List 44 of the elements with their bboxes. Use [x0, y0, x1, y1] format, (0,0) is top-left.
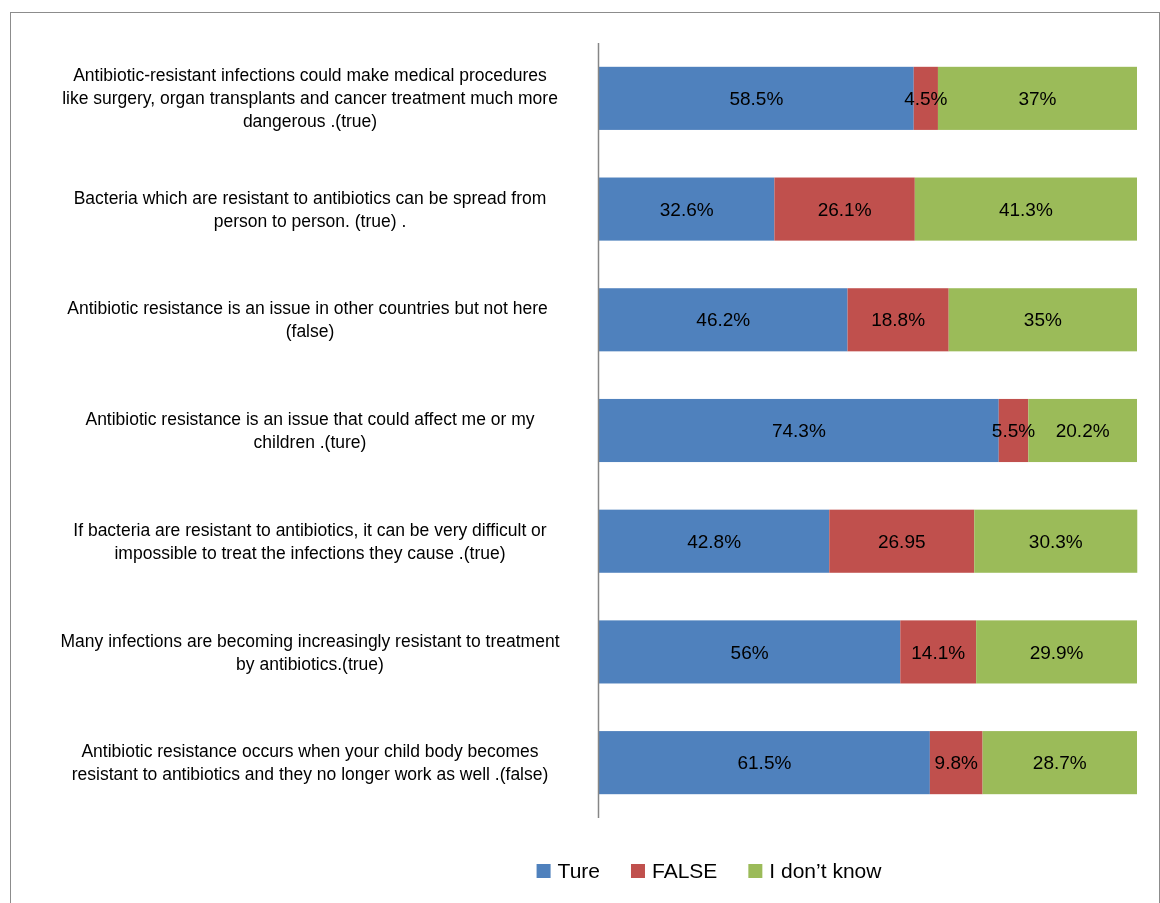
legend-label: FALSE	[651, 859, 718, 883]
bar	[599, 509, 830, 573]
bar	[976, 620, 1137, 684]
data-label: 74.3%	[771, 420, 826, 442]
y-tick-label: If bacteria are resistant to antibiotics, it can be very difficult or impossible to treat the infections they cause .(true)	[73, 519, 547, 563]
data-label: 61.5%	[737, 752, 792, 774]
y-tick-label: Antibiotic-resistant infections could make medical procedures like surgery, organ transplants and cancer treatment much more dangerous .(true)	[62, 65, 558, 132]
bar	[599, 731, 930, 795]
y-tick-label: Antibiotic resistance is an issue in other countries but not here (false)	[67, 298, 553, 342]
data-label: 42.8%	[687, 530, 742, 552]
legend-label: I don’t know	[769, 859, 883, 883]
y-tick-label: Bacteria which are resistant to antibiotics can be spread from person to person. (true) .	[73, 187, 547, 231]
data-label: 14.1%	[911, 641, 966, 663]
data-label: 26.1%	[817, 198, 872, 220]
y-tick-label: Many infections are becoming increasingly resistant to treatment by antibiotics.(true)	[60, 630, 560, 674]
data-label: 56%	[730, 641, 769, 663]
bar	[774, 177, 915, 241]
data-label: 29.9%	[1029, 641, 1084, 663]
data-label: 46.2%	[696, 309, 751, 331]
y-tick-label: Antibiotic resistance is an issue that could affect me or my children .(ture)	[85, 409, 535, 453]
bar	[914, 177, 1137, 241]
bar	[599, 177, 775, 241]
data-label: 20.2%	[1055, 420, 1110, 442]
y-tick-label: Antibiotic resistance occurs when your child body becomes resistant to antibiotics and they no longer work as well .(false)	[71, 741, 549, 785]
bar	[599, 620, 901, 684]
bar	[982, 731, 1137, 795]
legend-label: Ture	[557, 859, 600, 883]
bar	[900, 620, 977, 684]
data-label: 9.8%	[934, 752, 978, 774]
bar	[974, 509, 1138, 573]
data-label: 32.6%	[659, 198, 714, 220]
data-label: 28.7%	[1032, 752, 1087, 774]
data-label: 58.5%	[729, 88, 784, 110]
bar	[599, 288, 848, 352]
bar	[829, 509, 975, 573]
bar	[948, 288, 1137, 352]
data-label: 26.95	[877, 530, 926, 552]
data-label: 41.3%	[998, 198, 1053, 220]
bar	[929, 731, 983, 795]
data-label: 18.8%	[871, 309, 926, 331]
data-label: 30.3%	[1028, 530, 1083, 552]
data-label: 37%	[1018, 88, 1057, 110]
bar	[847, 288, 949, 352]
data-label: 35%	[1023, 309, 1062, 331]
